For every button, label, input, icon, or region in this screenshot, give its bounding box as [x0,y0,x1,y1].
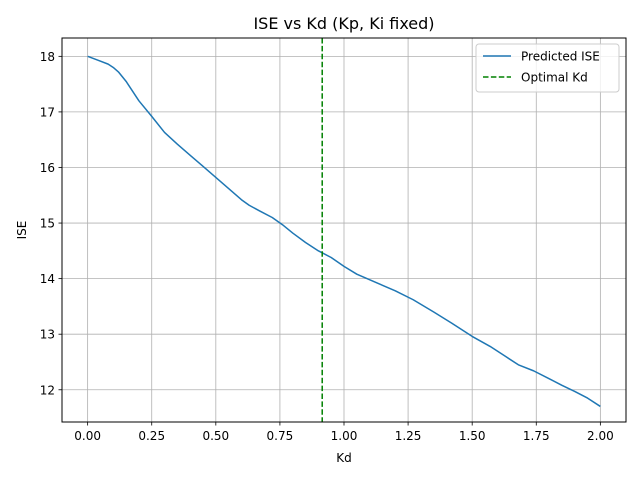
y-tick-label: 15 [40,217,55,231]
x-tick-label: 1.50 [459,429,486,443]
legend-label-optimal-kd: Optimal Kd [521,71,588,85]
x-axis-label: Kd [336,451,352,465]
y-tick-label: 14 [40,272,55,286]
x-tick-label: 1.75 [523,429,550,443]
x-tick-label: 0.25 [138,429,165,443]
x-tick-label: 0.50 [202,429,229,443]
y-tick-label: 17 [40,105,55,119]
y-tick-label: 18 [40,50,55,64]
series-line-predicted-ise [87,55,601,408]
legend-box [475,43,620,93]
x-tick-label: 0.00 [74,429,101,443]
x-tick-label: 1.25 [395,429,422,443]
y-axis-label: ISE [15,221,29,240]
chart-title: ISE vs Kd (Kp, Ki fixed) [253,14,434,33]
x-tick-label: 1.00 [331,429,358,443]
y-tick-label: 16 [40,161,55,175]
grid-layer [62,38,626,422]
x-tick-label: 2.00 [587,429,614,443]
legend-label-predicted-ise: Predicted ISE [521,50,600,64]
ticks-layer: 0.00 0.25 0.50 0.75 1.00 1.25 1.50 1.75 2.00 12 13… [40,50,614,443]
x-tick-label: 0.75 [267,429,294,443]
legend: Predicted ISE Optimal Kd [475,43,620,93]
y-tick-label: 12 [40,383,55,397]
plot-layer [87,38,601,422]
y-tick-label: 13 [40,328,55,342]
